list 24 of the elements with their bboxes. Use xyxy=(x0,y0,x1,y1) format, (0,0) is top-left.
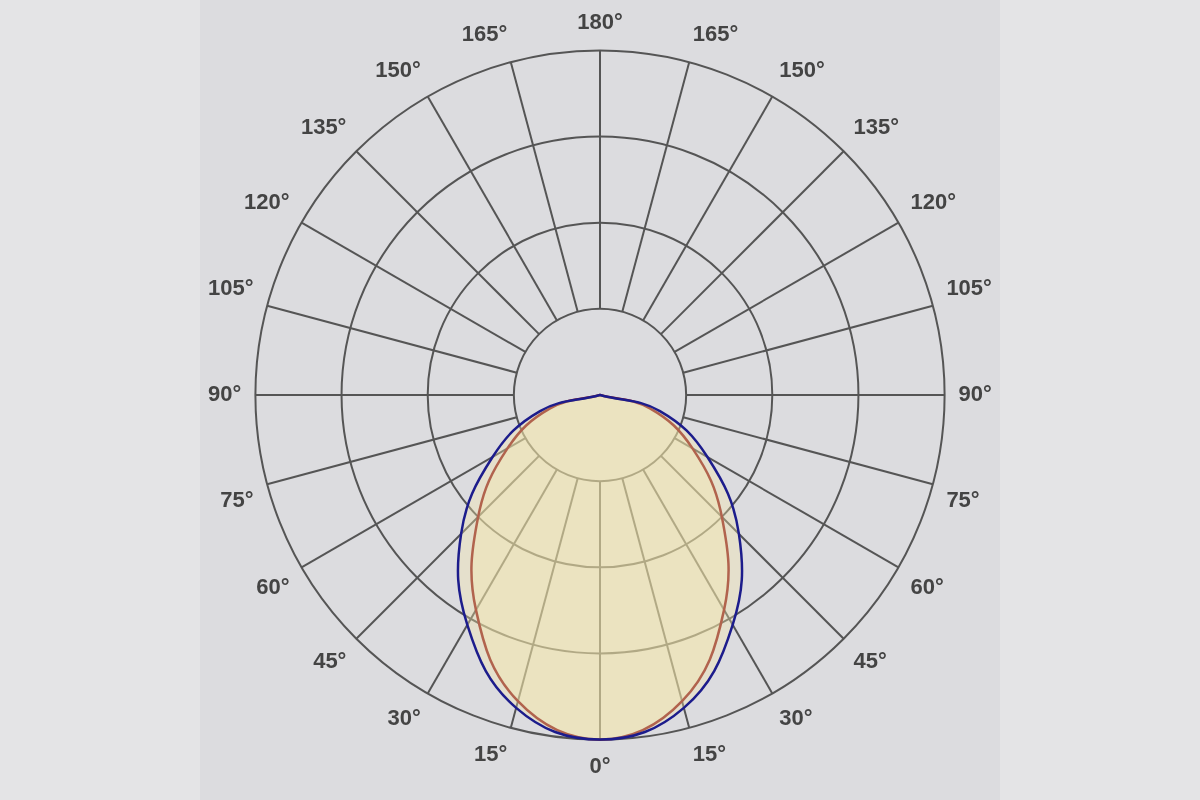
spoke-label: 105° xyxy=(208,275,254,301)
spoke-label: 75° xyxy=(946,487,980,513)
spoke-label: 90° xyxy=(208,381,242,407)
spoke-label: 30° xyxy=(387,704,421,730)
spoke-label: 165° xyxy=(692,21,739,47)
spoke-label: 135° xyxy=(300,114,347,140)
spoke-label: 60° xyxy=(910,573,944,599)
spoke-label: 105° xyxy=(946,275,992,301)
spoke-label: 45° xyxy=(313,647,347,673)
spoke-label: 120° xyxy=(243,188,290,214)
spoke-label: 150° xyxy=(779,57,825,83)
spoke-label: 30° xyxy=(779,704,813,730)
spoke-label: 0° xyxy=(589,752,611,778)
spoke-label: 75° xyxy=(220,487,254,513)
spoke-label: 165° xyxy=(461,21,508,47)
spoke-label: 135° xyxy=(853,114,900,140)
spoke-label: 120° xyxy=(910,188,957,214)
spoke-label: 60° xyxy=(256,573,290,599)
spoke-label: 90° xyxy=(958,381,992,407)
spoke-label: 15° xyxy=(473,740,508,766)
spoke-label: 150° xyxy=(375,57,421,83)
spoke-label: 15° xyxy=(692,740,727,766)
spoke-label: 45° xyxy=(853,647,887,673)
spoke-label: 180° xyxy=(577,9,623,35)
